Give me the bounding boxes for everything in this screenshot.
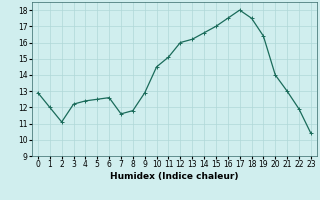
X-axis label: Humidex (Indice chaleur): Humidex (Indice chaleur) bbox=[110, 172, 239, 181]
